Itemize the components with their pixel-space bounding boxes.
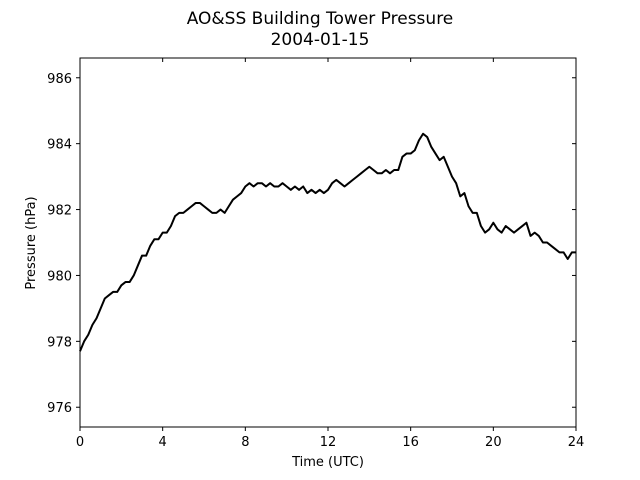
y-axis-label: Pressure (hPa) [24,196,39,289]
chart-subtitle: 2004-01-15 [271,30,370,50]
x-tick-label: 12 [320,435,337,450]
x-tick-label: 16 [402,435,419,450]
y-tick-label: 986 [47,72,72,87]
axes-frame [79,57,577,428]
chart-title: AO&SS Building Tower Pressure [187,9,454,29]
y-tick-label: 982 [47,204,72,219]
y-tick-label: 984 [47,138,72,153]
x-axis-label: Time (UTC) [291,455,364,470]
x-tick-label: 0 [76,435,84,450]
plot-area: 0 4 8 12 16 20 24 976 978 980 982 984 986 [47,57,585,450]
pressure-series-line [79,132,576,352]
y-tick-label: 976 [47,401,72,416]
x-tick-label: 8 [241,435,249,450]
x-tick-label: 24 [568,435,585,450]
y-tick-label: 980 [47,269,72,284]
x-tick-label: 20 [485,435,502,450]
y-tick-label: 978 [47,335,72,350]
x-tick-label: 4 [159,435,167,450]
